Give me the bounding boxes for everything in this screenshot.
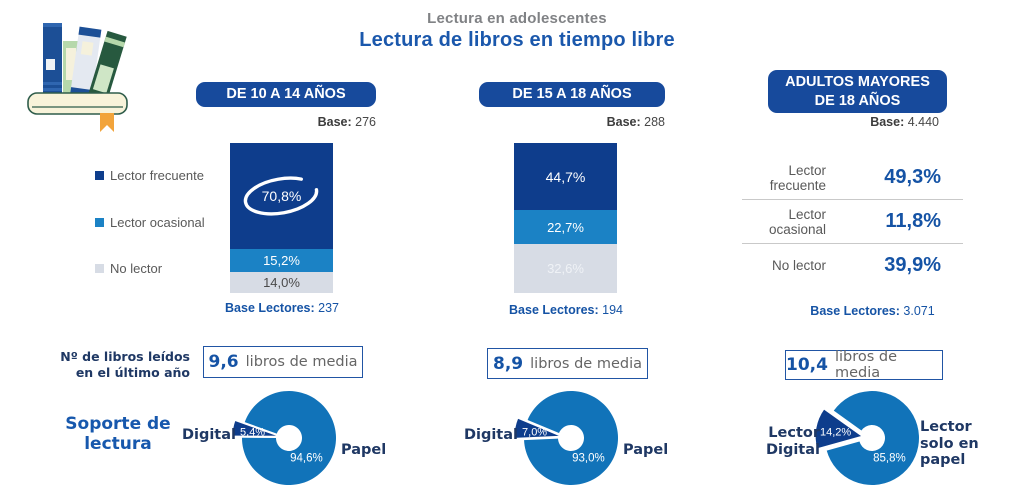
donut-value-papel: 93,0% bbox=[572, 452, 605, 464]
bar-segment-lector-frecuente: 44,7% bbox=[514, 143, 617, 211]
base-count: Base: 4.440 bbox=[870, 115, 939, 129]
books-read-label: Nº de libros leídos en el último año bbox=[60, 349, 190, 381]
stats-row-lector-frecuente: Lector frecuente 49,3% bbox=[769, 162, 941, 193]
stats-row-lector-ocasional: Lector ocasional 11,8% bbox=[768, 206, 941, 237]
avg-books-value: 10,4 bbox=[786, 355, 828, 375]
bar-value-label: 22,7% bbox=[547, 219, 584, 235]
donut-sector-papel bbox=[241, 391, 336, 486]
donut-label-lector-solo-papel: Lector solo en papel bbox=[920, 419, 979, 469]
bar-value-label: 15,2% bbox=[263, 253, 300, 269]
book-horizontal bbox=[27, 92, 128, 132]
avg-books-box-10-14: 9,6 libros de media bbox=[203, 346, 363, 378]
legend-label: Lector frecuente bbox=[110, 168, 204, 183]
divider bbox=[742, 243, 963, 244]
donut-value-digital: 14,2% bbox=[820, 427, 851, 439]
legend-item-no-lector: No lector bbox=[95, 261, 162, 276]
donut-value-papel: 85,8% bbox=[873, 452, 906, 464]
donut-sector-papel bbox=[826, 391, 919, 486]
stacked-bar-15-18: 44,7% 22,7% 32,6% bbox=[514, 143, 617, 293]
base-lectores: Base Lectores: 194 bbox=[509, 303, 623, 317]
age-group-header-adultos: ADULTOS MAYORES DE 18 AÑOS bbox=[768, 70, 947, 113]
bookmark-ribbon bbox=[100, 113, 114, 132]
age-group-header-15-18: DE 15 A 18 AÑOS bbox=[479, 82, 665, 107]
bar-value-label: 14,0% bbox=[263, 274, 300, 290]
donut-label-papel: Papel bbox=[623, 442, 669, 458]
book-dark-green-tilted bbox=[88, 30, 127, 101]
donut-chart-adultos: 14,2% 85,8% bbox=[814, 391, 919, 486]
bar-segment-no-lector: 32,6% bbox=[514, 244, 617, 293]
book-blue bbox=[43, 23, 62, 95]
donut-label-digital: Digital bbox=[463, 427, 518, 443]
legend-swatch-medium-blue bbox=[95, 218, 104, 227]
donut-sector-digital bbox=[814, 408, 864, 450]
avg-books-value: 9,6 bbox=[208, 352, 239, 372]
divider bbox=[742, 199, 963, 200]
avg-books-box-15-18: 8,9 libros de media bbox=[487, 348, 648, 379]
donut-label-digital: Digital bbox=[181, 427, 236, 443]
bar-segment-lector-frecuente: 70,8% bbox=[230, 143, 333, 250]
legend-label: Lector ocasional bbox=[110, 215, 205, 230]
page-subtitle: Lectura en adolescentes bbox=[427, 10, 607, 27]
base-lectores: Base Lectores: 237 bbox=[225, 301, 339, 315]
soporte-lectura-label: Soporte de lectura bbox=[65, 414, 171, 455]
donut-chart-10-14: 5,4% 94,6% bbox=[231, 391, 336, 486]
bar-segment-lector-ocasional: 15,2% bbox=[230, 249, 333, 272]
donut-value-digital: 5,4% bbox=[240, 427, 265, 439]
donut-sector-digital bbox=[231, 419, 280, 437]
bar-value-label: 70,8% bbox=[261, 188, 302, 205]
bar-value-label: 44,7% bbox=[545, 168, 586, 185]
adultos-stats-table: Lector frecuente 49,3% Lector ocasional … bbox=[742, 156, 963, 287]
highlight-ellipse bbox=[244, 176, 319, 216]
avg-books-text: libros de media bbox=[530, 355, 642, 372]
legend-item-lector-frecuente: Lector frecuente bbox=[95, 168, 204, 183]
avg-books-value: 8,9 bbox=[493, 353, 524, 374]
books-illustration bbox=[27, 23, 128, 132]
donut-label-lector-digital: Lector Digital bbox=[765, 425, 820, 458]
base-lectores: Base Lectores: 3.071 bbox=[810, 304, 935, 318]
avg-books-text: libros de media bbox=[245, 354, 358, 370]
donut-label-papel: Papel bbox=[341, 442, 387, 458]
legend-swatch-light-gray bbox=[95, 264, 104, 273]
legend-label: No lector bbox=[110, 261, 163, 276]
header: Lectura en adolescentes Lectura de libro… bbox=[0, 10, 1024, 52]
donut-value-papel: 94,6% bbox=[290, 452, 323, 464]
base-count: Base: 288 bbox=[606, 115, 665, 129]
avg-books-box-adultos: 10,4 libros de media bbox=[785, 349, 943, 381]
stats-row-no-lector: No lector 39,9% bbox=[771, 254, 941, 276]
legend-swatch-dark-blue bbox=[95, 171, 104, 180]
bar-segment-no-lector: 14,0% bbox=[230, 271, 333, 293]
donut-sector-digital bbox=[513, 417, 562, 439]
bar-value-label: 32,6% bbox=[547, 261, 584, 277]
avg-books-text: libros de media bbox=[834, 349, 898, 381]
bar-segment-lector-ocasional: 22,7% bbox=[514, 210, 617, 245]
base-count: Base: 276 bbox=[317, 115, 376, 129]
donut-chart-15-18: 7,0% 93,0% bbox=[513, 390, 619, 485]
donut-sector-papel bbox=[524, 390, 619, 485]
legend-item-lector-ocasional: Lector ocasional bbox=[95, 215, 205, 230]
donut-value-digital: 7,0% bbox=[522, 427, 547, 439]
page-title: Lectura de libros en tiempo libre bbox=[359, 29, 675, 51]
age-group-header-10-14: DE 10 A 14 AÑOS bbox=[196, 82, 376, 107]
stacked-bar-10-14: 70,8% 15,2% 14,0% bbox=[230, 143, 333, 293]
